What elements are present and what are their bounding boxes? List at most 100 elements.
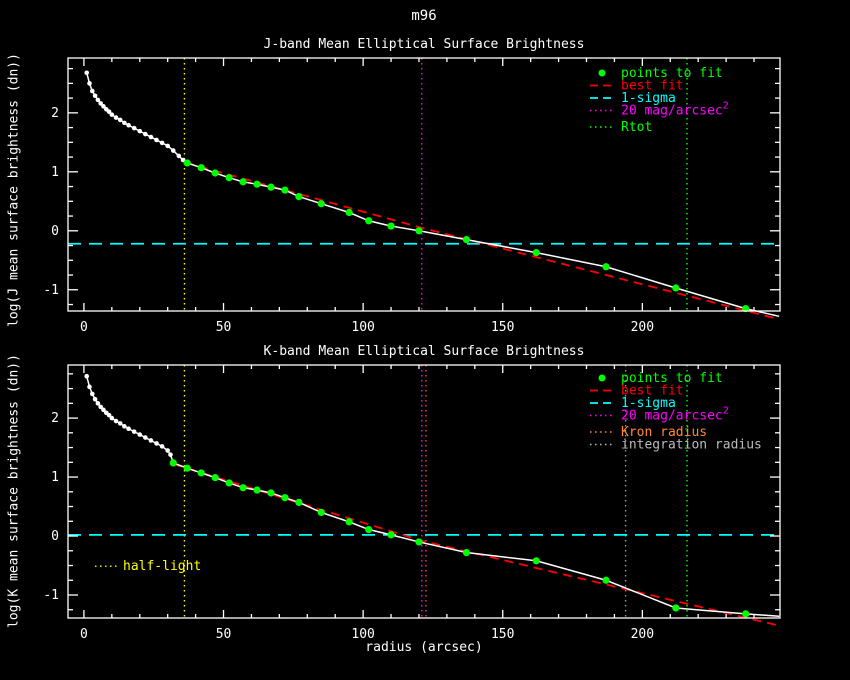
xtick-label: 0 <box>80 320 88 335</box>
legend-item-kron-radius: Kron radius <box>590 425 707 440</box>
xtick-label: 50 <box>216 320 232 335</box>
profile-point <box>106 109 112 114</box>
fit-point <box>253 180 261 188</box>
profile-point <box>95 401 101 406</box>
inner-profile-markers <box>84 70 186 163</box>
profile-point <box>117 117 123 123</box>
fit-point <box>532 557 540 565</box>
fit-point <box>169 459 177 467</box>
profile-point <box>87 384 92 390</box>
profile-point <box>98 404 103 410</box>
legend-label: best fit <box>621 384 684 399</box>
profile-point <box>143 131 148 137</box>
fit-point <box>239 484 247 492</box>
legend-item-integration-radius: integration radius <box>590 438 762 453</box>
profile-point <box>101 104 106 109</box>
points-to-fit-markers <box>183 159 750 313</box>
legend-label: integration radius <box>621 438 762 453</box>
xtick-label: 150 <box>491 627 514 642</box>
fit-point <box>183 464 191 472</box>
xtick-label: 200 <box>631 627 654 642</box>
profile-point <box>101 407 106 413</box>
profile-point <box>92 93 98 99</box>
profile-point <box>98 101 103 106</box>
fit-point <box>672 604 680 612</box>
profile-point <box>165 448 170 453</box>
profile-point <box>113 115 119 120</box>
annotation-half-light: half-light <box>95 559 201 574</box>
fit-point <box>211 474 219 482</box>
profile-point <box>176 153 182 159</box>
fit-point <box>267 489 275 497</box>
profile-point <box>109 112 115 117</box>
profile-point <box>122 120 127 126</box>
xtick-label: 100 <box>351 627 374 642</box>
profile-point <box>148 438 154 443</box>
axis-ticks <box>68 58 780 311</box>
profile-point <box>126 122 131 128</box>
legend-item-1-sigma: 1-sigma <box>590 396 676 411</box>
fit-point <box>211 169 219 177</box>
fit-point <box>317 200 325 208</box>
legend-item-20-mag-arcsec: 20 mag/arcsec2 <box>590 406 729 424</box>
fit-point <box>239 178 247 186</box>
profile-point <box>113 418 119 424</box>
profile-point <box>165 143 170 149</box>
legend-item-points-to-fit: points to fit <box>598 66 723 81</box>
legend-label: best fit <box>621 79 684 94</box>
legend-item-20-mag-arcsec: 20 mag/arcsec2 <box>590 101 729 119</box>
legend-label: 1-sigma <box>621 396 676 411</box>
fit-point <box>415 227 423 235</box>
ytick-label: 1 <box>51 165 59 180</box>
xtick-label: 100 <box>351 320 374 335</box>
profile-point <box>131 125 137 131</box>
best-fit-line <box>172 463 780 627</box>
legend-label: Rtot <box>621 120 652 135</box>
points-to-fit-markers <box>169 459 750 618</box>
profile-point <box>159 444 165 449</box>
fit-point <box>365 217 373 225</box>
best-fit-line <box>184 161 780 321</box>
legend-item-best-fit: best fit <box>590 384 684 399</box>
fit-point <box>253 486 261 494</box>
axis-box <box>67 57 781 312</box>
xtick-label: 150 <box>491 320 514 335</box>
panel-k-subtitle: K-band Mean Elliptical Surface Brightnes… <box>263 344 585 359</box>
profile-point <box>89 391 95 397</box>
fit-point <box>462 548 471 557</box>
legend-dot-swatch <box>598 374 606 382</box>
panel-k-ylabel: log(K mean surface brightness (dn)) <box>6 354 22 628</box>
fit-point <box>197 164 205 172</box>
legend-label: Kron radius <box>621 425 707 440</box>
fit-point <box>281 186 289 194</box>
profile-point <box>137 128 143 134</box>
profile-point <box>131 429 137 434</box>
fit-point <box>345 518 353 526</box>
profile-point <box>95 97 101 103</box>
legend-item-1-sigma: 1-sigma <box>590 91 676 106</box>
fit-point <box>672 284 680 292</box>
legend-item-best-fit: best fit <box>590 79 684 94</box>
xtick-label: 50 <box>216 627 232 642</box>
profile-point <box>122 424 127 429</box>
legend-label: 20 mag/arcsec2 <box>621 101 729 119</box>
fit-point <box>345 208 353 217</box>
profile-point <box>84 70 90 76</box>
profile-point <box>148 134 154 140</box>
fit-point <box>225 479 233 487</box>
fit-point <box>387 222 395 230</box>
fit-point <box>602 576 610 584</box>
annotation-label: half-light <box>123 559 201 574</box>
xtick-label: 200 <box>631 320 654 335</box>
profile-point <box>126 426 131 431</box>
profile-point <box>87 81 92 86</box>
fit-point <box>317 508 325 517</box>
ytick-label: 2 <box>51 106 59 121</box>
legend-item-rtot: Rtot <box>590 120 652 135</box>
profile-point <box>109 415 115 421</box>
ytick-label: -1 <box>43 588 59 603</box>
